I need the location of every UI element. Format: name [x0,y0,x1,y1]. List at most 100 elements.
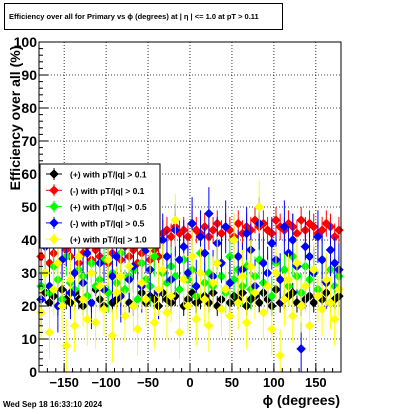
data-point [204,320,214,331]
data-point [279,294,290,305]
data-point [258,258,269,268]
data-point [325,245,336,255]
legend-marker [49,234,59,245]
data-point [296,301,307,311]
data-point [304,251,315,262]
y-tick-label: 40 [21,232,37,248]
data-point [82,314,93,325]
data-point [220,221,231,232]
data-point [212,258,223,268]
data-point [94,281,105,292]
data-point [73,251,84,262]
data-point [111,287,122,298]
legend-label: (+) with pT/|q| > 0.5 [70,202,147,212]
data-point [82,248,93,259]
y-tick-label: 100 [14,34,38,50]
data-point [279,221,290,232]
data-point [308,297,319,308]
data-point [191,225,202,235]
data-point [120,311,130,321]
data-point [229,235,239,245]
y-tick-label: 30 [21,265,37,281]
data-point [107,330,118,341]
data-point [162,251,172,262]
data-point [224,311,235,321]
data-point [241,228,252,239]
data-point [279,264,290,275]
data-point [48,284,59,295]
legend-label: (+) with pT/|q| > 0.1 [70,170,147,180]
data-point [233,218,244,229]
data-point [195,231,206,242]
data-point [292,258,302,268]
legend-marker [49,169,59,179]
data-point [220,284,231,295]
data-point [212,301,223,311]
data-point [271,215,281,226]
y-axis-label: Efficiency over all (%) [7,46,23,191]
x-tick-label: −150 [50,375,79,390]
data-point [166,291,176,301]
y-tick-label: 20 [21,298,37,314]
data-point [254,297,265,308]
data-point [325,297,336,308]
legend-marker [49,201,59,212]
data-point [271,268,281,278]
data-point [99,304,109,315]
data-point [149,317,160,328]
data-point [283,274,294,285]
data-point [103,254,114,265]
data-point [57,301,67,311]
data-point [195,268,206,278]
data-point [300,281,311,292]
y-tick-label: 90 [21,67,37,83]
data-point [170,271,181,282]
data-point [90,317,101,328]
data-point [304,218,315,229]
data-point [245,261,256,272]
y-tick-label: 50 [21,199,37,215]
data-point [111,251,122,262]
data-point [65,274,76,285]
data-point [250,215,260,226]
data-point [57,254,67,265]
data-point [170,215,181,226]
data-point [266,238,277,249]
data-point [287,235,298,245]
data-point [78,294,88,305]
data-point [178,241,189,252]
data-point [61,340,72,351]
data-point [313,231,323,242]
data-point [69,268,80,278]
data-point [334,225,344,235]
data-point [162,307,172,318]
data-point [296,344,307,354]
data-point [208,278,218,288]
x-tick-label: −100 [91,375,120,390]
data-point [174,327,185,338]
legend-box [39,163,161,249]
data-point [124,261,135,272]
data-point [183,301,193,311]
data-point [266,324,277,334]
axes: −150 −100 −50 0 50 100 150 0 10 20 30 40 50 60 70 80 90 1… [14,34,342,390]
data-point [208,225,218,235]
data-point [174,284,185,295]
data-point [250,287,260,298]
data-point [199,294,210,305]
y-tick-label: 0 [29,364,37,380]
data-point [224,278,235,288]
data-point [233,297,244,308]
data-point [53,258,63,268]
data-point [334,284,344,295]
data-point [313,291,323,301]
data-point [233,251,244,262]
data-point [308,221,319,232]
y-tick-label: 10 [21,331,37,347]
data-point [329,258,340,268]
data-point [308,264,319,275]
data-point [199,248,210,259]
data-point [141,294,151,305]
data-point [153,284,164,295]
